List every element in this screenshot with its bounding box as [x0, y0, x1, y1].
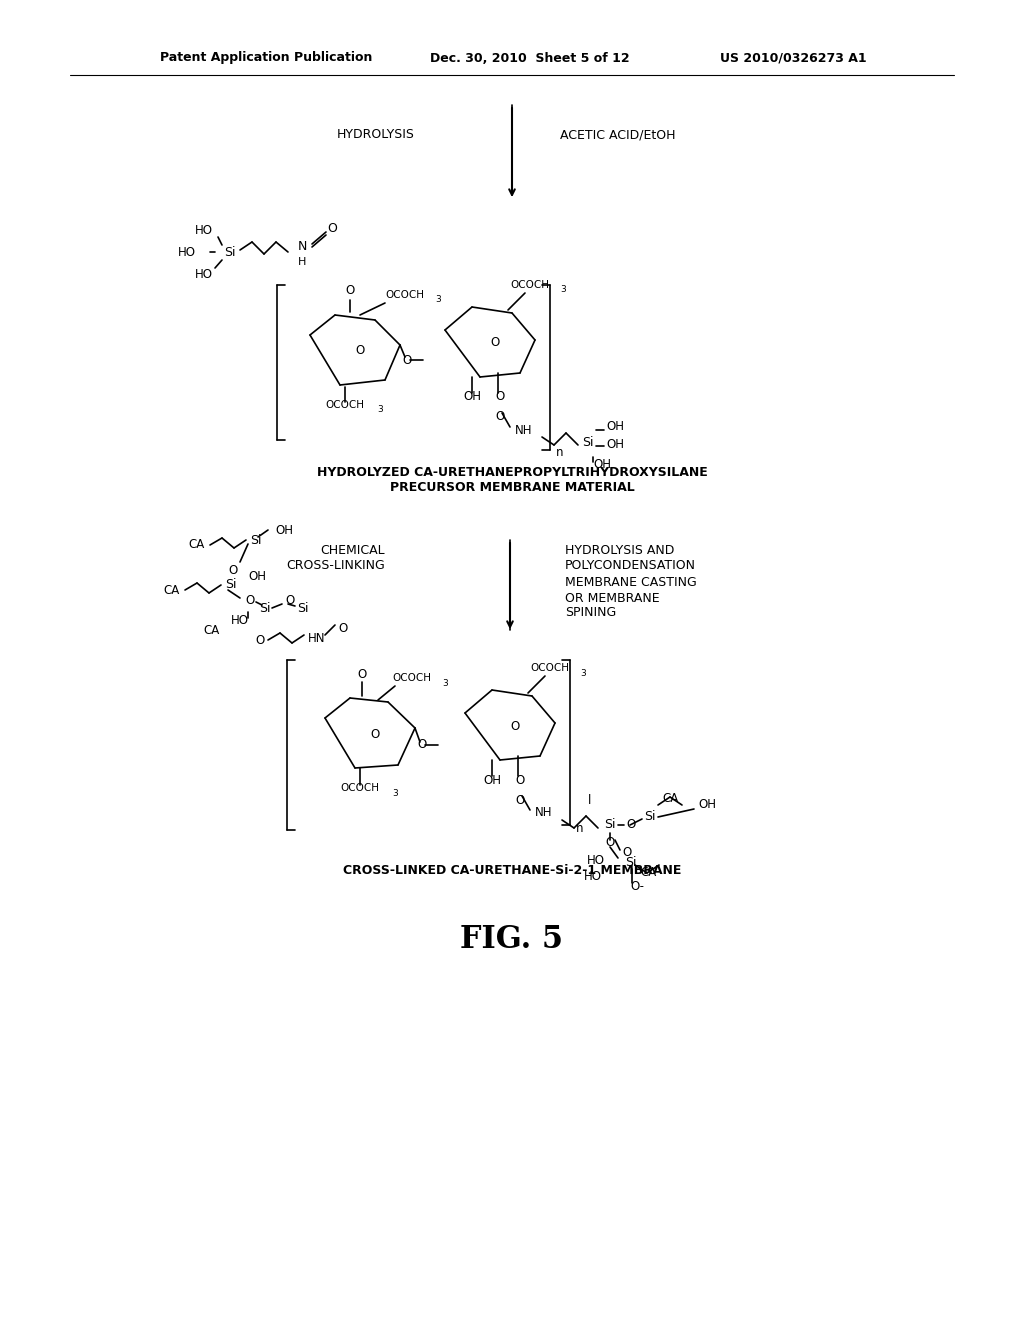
- Text: HYDROLYSIS: HYDROLYSIS: [337, 128, 415, 141]
- Text: n: n: [575, 821, 584, 834]
- Text: HO: HO: [195, 268, 213, 281]
- Text: Si: Si: [259, 602, 270, 615]
- Text: H: H: [298, 257, 306, 267]
- Text: O: O: [355, 343, 365, 356]
- Text: Dec. 30, 2010  Sheet 5 of 12: Dec. 30, 2010 Sheet 5 of 12: [430, 51, 630, 65]
- Text: OH: OH: [463, 391, 481, 404]
- Text: Si: Si: [225, 578, 237, 591]
- Text: O: O: [338, 622, 347, 635]
- Text: O: O: [515, 774, 524, 787]
- Text: O: O: [496, 391, 505, 404]
- Text: FIG. 5: FIG. 5: [461, 924, 563, 956]
- Text: OH: OH: [275, 524, 293, 536]
- Text: O: O: [371, 729, 380, 742]
- Text: HO: HO: [587, 854, 605, 866]
- Text: 3: 3: [377, 405, 383, 414]
- Text: 3: 3: [435, 296, 440, 305]
- Text: HO: HO: [195, 223, 213, 236]
- Text: HN: HN: [308, 631, 326, 644]
- Text: O: O: [626, 818, 635, 832]
- Text: O: O: [418, 738, 427, 751]
- Text: O: O: [510, 719, 519, 733]
- Text: OCOCH: OCOCH: [385, 290, 424, 300]
- Text: Si: Si: [644, 810, 655, 824]
- Text: CA: CA: [204, 623, 220, 636]
- Text: NH: NH: [535, 807, 553, 820]
- Text: HYDROLYZED CA-URETHANEPROPYLTRIHYDROXYSILANE
PRECURSOR MEMBRANE MATERIAL: HYDROLYZED CA-URETHANEPROPYLTRIHYDROXYSI…: [316, 466, 708, 494]
- Text: MEMBRANE CASTING
OR MEMBRANE
SPINING: MEMBRANE CASTING OR MEMBRANE SPINING: [565, 577, 696, 619]
- Text: Si: Si: [604, 818, 615, 832]
- Text: NH: NH: [515, 424, 532, 437]
- Text: US 2010/0326273 A1: US 2010/0326273 A1: [720, 51, 866, 65]
- Text: n: n: [556, 446, 563, 459]
- Text: OH: OH: [698, 799, 716, 812]
- Text: O: O: [246, 594, 255, 606]
- Text: O-: O-: [630, 880, 644, 894]
- Text: Si: Si: [583, 436, 594, 449]
- Text: OH: OH: [606, 421, 624, 433]
- Text: OH: OH: [483, 774, 501, 787]
- Text: 3: 3: [580, 668, 586, 677]
- Text: 3: 3: [560, 285, 565, 294]
- Text: CA: CA: [640, 866, 656, 879]
- Text: O: O: [490, 337, 500, 350]
- Text: O: O: [515, 793, 524, 807]
- Text: N: N: [297, 240, 306, 253]
- Text: HO: HO: [231, 614, 249, 627]
- Text: OCOCH: OCOCH: [530, 663, 569, 673]
- Text: CA: CA: [188, 539, 205, 552]
- Text: Si: Si: [297, 602, 308, 615]
- Text: O: O: [402, 354, 412, 367]
- Text: O: O: [605, 837, 614, 850]
- Text: O: O: [345, 284, 354, 297]
- Text: O: O: [327, 222, 337, 235]
- Text: CROSS-LINKED CA-URETHANE-Si-2-1 MEMBRANE: CROSS-LINKED CA-URETHANE-Si-2-1 MEMBRANE: [343, 863, 681, 876]
- Text: 3: 3: [442, 678, 447, 688]
- Text: CHEMICAL
CROSS-LINKING: CHEMICAL CROSS-LINKING: [287, 544, 385, 572]
- Text: O: O: [285, 594, 294, 606]
- Text: OCOCH: OCOCH: [340, 783, 379, 793]
- Text: ACETIC ACID/EtOH: ACETIC ACID/EtOH: [560, 128, 676, 141]
- Text: O: O: [256, 634, 265, 647]
- Text: OH: OH: [593, 458, 611, 470]
- Text: HO: HO: [178, 246, 196, 259]
- Text: 3: 3: [392, 788, 397, 797]
- Text: CA: CA: [164, 583, 180, 597]
- Text: O: O: [357, 668, 367, 681]
- Text: Si: Si: [625, 857, 637, 870]
- Text: HO: HO: [584, 870, 602, 883]
- Text: Si: Si: [224, 246, 236, 259]
- Text: OH: OH: [606, 437, 624, 450]
- Text: O: O: [495, 411, 504, 424]
- Text: HYDROLYSIS AND
POLYCONDENSATION: HYDROLYSIS AND POLYCONDENSATION: [565, 544, 696, 572]
- Text: CA: CA: [662, 792, 678, 805]
- Text: OCOCH: OCOCH: [510, 280, 549, 290]
- Text: OCOCH: OCOCH: [392, 673, 431, 682]
- Text: Patent Application Publication: Patent Application Publication: [160, 51, 373, 65]
- Text: l: l: [589, 793, 592, 807]
- Text: Si: Si: [250, 533, 261, 546]
- Text: OCOCH: OCOCH: [325, 400, 364, 411]
- Text: OH: OH: [248, 570, 266, 583]
- Text: O: O: [622, 846, 631, 859]
- Text: O: O: [228, 564, 238, 577]
